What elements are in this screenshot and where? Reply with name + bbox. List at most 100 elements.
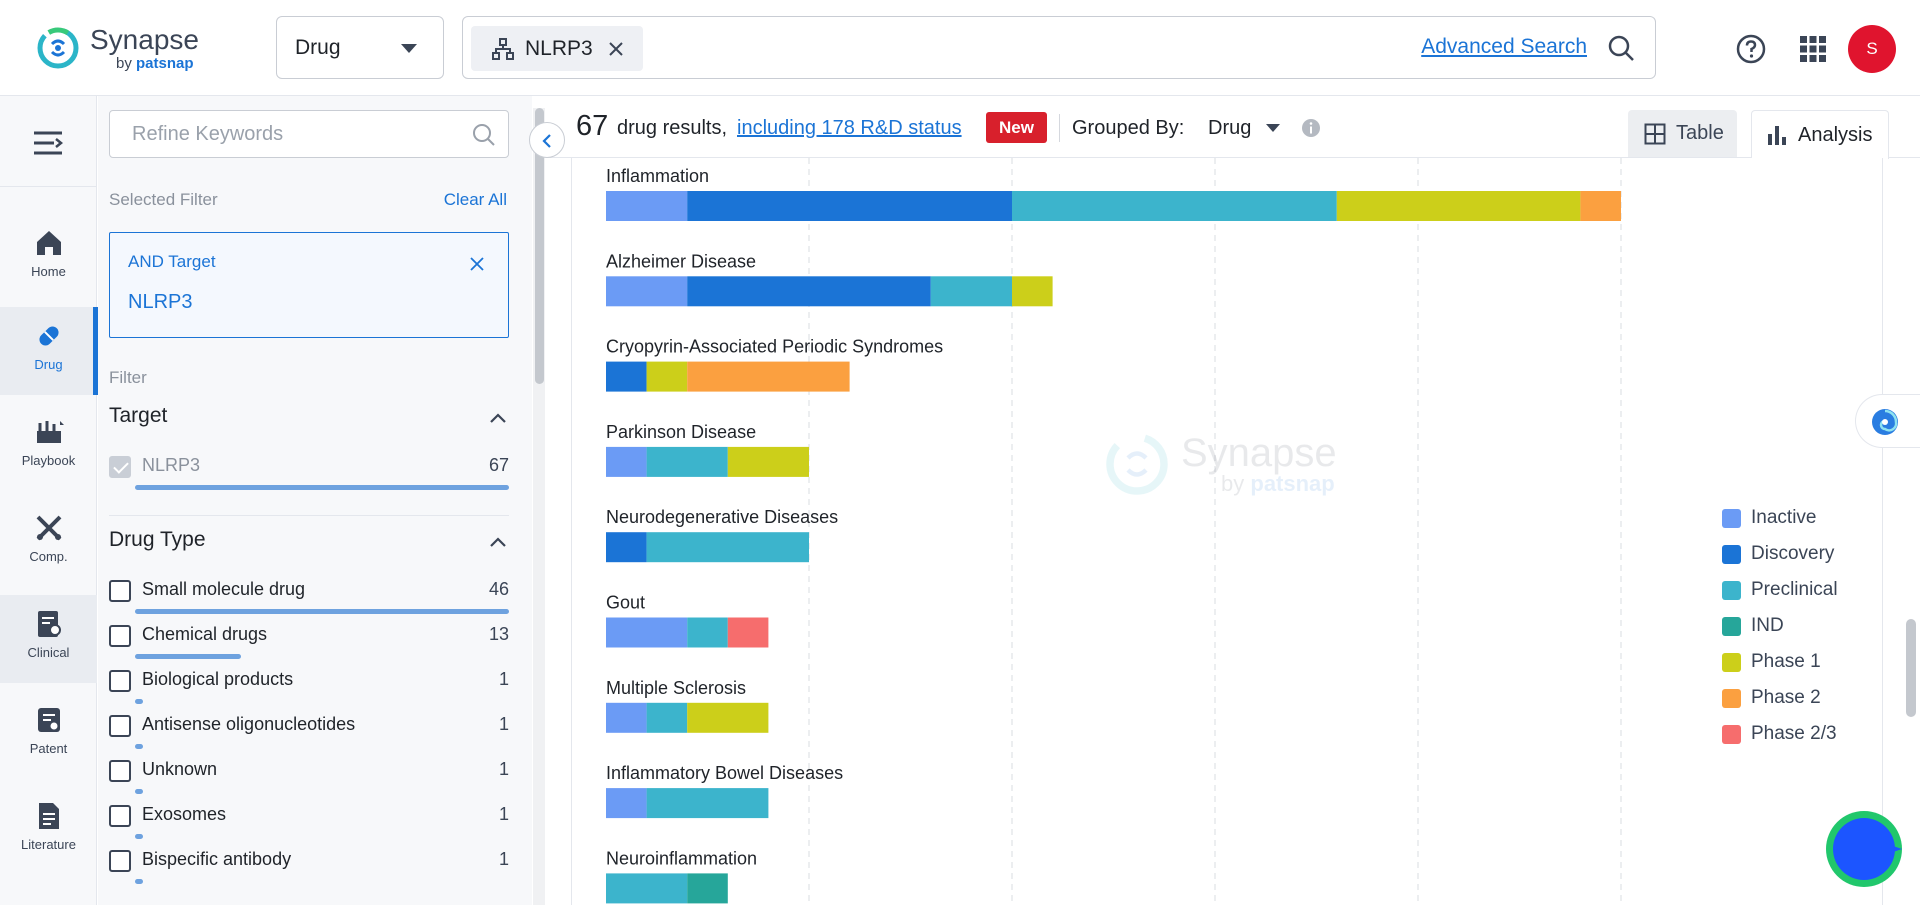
chevron-up-icon[interactable] (489, 412, 507, 424)
bar-segment[interactable] (647, 447, 728, 477)
filter-option-nlrp3[interactable]: NLRP3 67 (109, 452, 509, 497)
chat-assistant-icon[interactable] (1824, 809, 1904, 889)
nav-item-patent[interactable]: Patent (0, 691, 97, 779)
filter-option-drug-type[interactable]: Antisense oligonucleotides1 (109, 711, 509, 756)
chart-legend: InactiveDiscoveryPreclinicalINDPhase 1Ph… (1722, 500, 1838, 752)
filter-option-label: Biological products (142, 669, 293, 690)
legend-item[interactable]: Preclinical (1722, 572, 1838, 608)
legend-item[interactable]: Phase 2 (1722, 680, 1838, 716)
nav-item-drug[interactable]: Drug (0, 307, 97, 395)
checkbox[interactable] (109, 760, 131, 782)
legend-item[interactable]: IND (1722, 608, 1838, 644)
bar-segment[interactable] (1337, 191, 1581, 221)
table-view-tab[interactable]: Table (1628, 110, 1737, 157)
bar-segment[interactable] (728, 618, 769, 648)
refine-keywords-input[interactable] (132, 123, 452, 146)
logo-subtitle: by patsnap (116, 56, 199, 71)
checkbox[interactable] (109, 580, 131, 602)
bar-segment[interactable] (687, 276, 931, 306)
legend-label: Discovery (1751, 543, 1834, 565)
bar-segment[interactable] (1012, 276, 1053, 306)
help-icon[interactable] (1735, 33, 1767, 65)
bar-segment[interactable] (606, 788, 647, 818)
legend-item[interactable]: Inactive (1722, 500, 1838, 536)
bar-segment[interactable] (687, 873, 728, 903)
nav-item-literature[interactable]: Literature (0, 787, 97, 875)
refine-keywords-box[interactable] (109, 110, 509, 158)
search-chip[interactable]: NLRP3 (471, 26, 643, 71)
search-icon[interactable] (472, 123, 496, 147)
info-icon[interactable] (1301, 118, 1321, 138)
caret-down-icon[interactable] (1266, 124, 1280, 132)
legend-swatch (1722, 581, 1741, 600)
filter-option-drug-type[interactable]: Bispecific antibody1 (109, 846, 509, 891)
bar-segment[interactable] (606, 873, 687, 903)
stacked-bar-chart: InflammationAlzheimer DiseaseCryopyrin-A… (572, 158, 1883, 905)
nav-item-home[interactable]: Home (0, 214, 97, 302)
filter-option-drug-type[interactable]: Unknown1 (109, 756, 509, 801)
chevron-up-icon[interactable] (489, 536, 507, 548)
bar-segment[interactable] (606, 447, 647, 477)
filter-option-drug-type[interactable]: Small molecule drug46 (109, 576, 509, 621)
bar-segment[interactable] (728, 447, 809, 477)
bar-segment[interactable] (606, 703, 647, 733)
bar-segment[interactable] (647, 788, 769, 818)
clear-all-button[interactable]: Clear All (444, 190, 507, 210)
bar-segment[interactable] (1580, 191, 1621, 221)
synapse-logo[interactable]: Synapse by patsnap (34, 24, 199, 72)
legend-item[interactable]: Phase 1 (1722, 644, 1838, 680)
bar-segment[interactable] (687, 618, 728, 648)
nav-item-playbook[interactable]: Playbook (0, 403, 97, 491)
nav-item-clinical[interactable]: Clinical (0, 595, 97, 683)
checkbox[interactable] (109, 850, 131, 872)
bar-segment[interactable] (687, 191, 1012, 221)
search-icon[interactable] (1607, 34, 1635, 62)
checkbox[interactable] (109, 625, 131, 647)
bar-segment[interactable] (647, 703, 688, 733)
search-type-select[interactable]: Drug (276, 16, 444, 79)
filter-option-drug-type[interactable]: Biological products1 (109, 666, 509, 711)
bar-segment[interactable] (647, 532, 809, 562)
drug-type-group-title[interactable]: Drug Type (109, 528, 206, 552)
bar-segment[interactable] (687, 362, 849, 392)
analysis-view-tab[interactable]: Analysis (1751, 110, 1889, 159)
checkbox[interactable] (109, 805, 131, 827)
bar-segment[interactable] (1012, 191, 1337, 221)
close-icon[interactable] (470, 257, 484, 271)
legend-item[interactable]: Discovery (1722, 536, 1838, 572)
filter-option-drug-type[interactable]: Chemical drugs13 (109, 621, 509, 666)
bar-segment[interactable] (606, 618, 687, 648)
menu-expand-icon[interactable] (32, 130, 64, 156)
bar-segment[interactable] (606, 532, 647, 562)
analysis-chart-panel: InflammationAlzheimer DiseaseCryopyrin-A… (571, 158, 1883, 905)
target-tree-icon (491, 37, 515, 61)
result-count: 67 (576, 110, 608, 143)
bar-segment[interactable] (606, 191, 687, 221)
filter-option-bar (135, 485, 509, 490)
page-scrollbar-thumb[interactable] (1906, 619, 1916, 717)
checkbox[interactable] (109, 715, 131, 737)
legend-item[interactable]: Phase 2/3 (1722, 716, 1838, 752)
filter-option-label: Antisense oligonucleotides (142, 714, 355, 735)
rd-status-link[interactable]: including 178 R&D status (737, 117, 962, 140)
bar-segment[interactable] (687, 703, 768, 733)
nav-item-comp[interactable]: Comp. (0, 499, 97, 587)
grouped-by-select[interactable]: Drug (1208, 117, 1251, 140)
checkbox[interactable] (109, 456, 131, 478)
user-avatar[interactable]: S (1848, 25, 1896, 73)
checkbox[interactable] (109, 670, 131, 692)
legend-swatch (1722, 545, 1741, 564)
bar-segment[interactable] (647, 362, 688, 392)
ai-assistant-button[interactable] (1855, 394, 1920, 448)
collapse-filter-button[interactable] (529, 122, 565, 158)
bar-segment[interactable] (931, 276, 1012, 306)
nav-item-label: Patent (30, 741, 68, 756)
bar-segment[interactable] (606, 276, 687, 306)
target-group-title[interactable]: Target (109, 404, 167, 428)
advanced-search-link[interactable]: Advanced Search (1421, 35, 1587, 59)
search-box[interactable]: NLRP3 Advanced Search (462, 16, 1656, 79)
apps-grid-icon[interactable] (1799, 35, 1827, 63)
chip-remove-icon[interactable] (607, 40, 625, 58)
bar-segment[interactable] (606, 362, 647, 392)
filter-option-drug-type[interactable]: Exosomes1 (109, 801, 509, 846)
